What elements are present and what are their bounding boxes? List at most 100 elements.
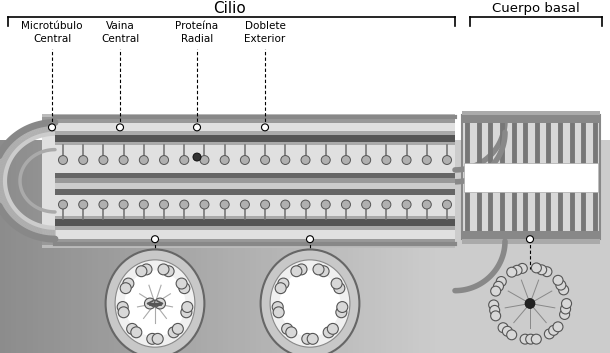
Ellipse shape xyxy=(115,260,195,347)
Circle shape xyxy=(278,278,289,289)
Circle shape xyxy=(262,124,268,131)
Polygon shape xyxy=(4,208,15,216)
Polygon shape xyxy=(20,132,28,142)
Circle shape xyxy=(119,156,128,164)
Polygon shape xyxy=(4,147,14,155)
Bar xyxy=(250,140,257,353)
Circle shape xyxy=(160,156,168,164)
Circle shape xyxy=(321,156,330,164)
Polygon shape xyxy=(0,171,5,174)
Bar xyxy=(348,140,354,353)
Bar xyxy=(22,140,28,353)
Polygon shape xyxy=(41,227,46,238)
Bar xyxy=(55,183,455,189)
Polygon shape xyxy=(28,223,35,234)
Bar xyxy=(462,115,600,124)
Polygon shape xyxy=(0,196,9,202)
Polygon shape xyxy=(0,181,5,184)
Text: Doblete
Exterior: Doblete Exterior xyxy=(245,22,285,44)
Circle shape xyxy=(321,200,330,209)
Polygon shape xyxy=(7,210,17,219)
Polygon shape xyxy=(16,134,26,144)
Bar xyxy=(42,120,455,239)
Polygon shape xyxy=(35,226,41,237)
Circle shape xyxy=(282,323,293,334)
Bar xyxy=(245,140,251,353)
Bar xyxy=(353,140,360,353)
Circle shape xyxy=(562,299,572,309)
Circle shape xyxy=(561,304,570,314)
Polygon shape xyxy=(35,125,41,136)
Bar xyxy=(185,140,192,353)
Polygon shape xyxy=(0,157,10,163)
Circle shape xyxy=(531,263,542,273)
Bar xyxy=(179,140,186,353)
Bar xyxy=(55,220,455,226)
Bar xyxy=(0,140,7,353)
Circle shape xyxy=(520,334,530,344)
Polygon shape xyxy=(18,219,27,229)
Circle shape xyxy=(526,236,534,243)
Bar xyxy=(386,140,392,353)
Circle shape xyxy=(337,301,348,312)
Circle shape xyxy=(559,310,570,319)
Circle shape xyxy=(182,301,193,312)
Circle shape xyxy=(176,278,187,289)
Polygon shape xyxy=(51,228,54,239)
Bar xyxy=(359,140,365,353)
Polygon shape xyxy=(4,207,14,215)
Polygon shape xyxy=(43,227,47,238)
Circle shape xyxy=(136,266,147,277)
Bar xyxy=(326,140,332,353)
Bar xyxy=(109,140,115,353)
Polygon shape xyxy=(21,131,29,141)
Circle shape xyxy=(301,156,310,164)
Bar xyxy=(392,140,398,353)
Circle shape xyxy=(291,266,302,277)
Circle shape xyxy=(119,200,128,209)
Circle shape xyxy=(158,264,169,275)
Circle shape xyxy=(260,200,270,209)
Circle shape xyxy=(302,333,313,344)
Polygon shape xyxy=(0,187,5,191)
Bar xyxy=(114,140,121,353)
Bar xyxy=(201,140,207,353)
Bar xyxy=(142,140,148,353)
Bar xyxy=(98,140,104,353)
Circle shape xyxy=(553,275,563,285)
Bar xyxy=(190,140,197,353)
Bar xyxy=(55,142,455,145)
Circle shape xyxy=(512,265,522,275)
Polygon shape xyxy=(0,186,5,189)
Bar xyxy=(429,140,436,353)
Bar xyxy=(299,140,306,353)
Circle shape xyxy=(489,300,499,310)
Circle shape xyxy=(318,266,329,277)
Bar xyxy=(462,110,600,115)
Polygon shape xyxy=(40,124,44,135)
Circle shape xyxy=(490,311,501,321)
Bar xyxy=(55,189,455,195)
Circle shape xyxy=(79,200,88,209)
Circle shape xyxy=(180,156,188,164)
Bar xyxy=(288,140,295,353)
Polygon shape xyxy=(0,178,5,180)
Bar xyxy=(462,231,600,239)
Bar xyxy=(55,178,455,183)
Bar xyxy=(76,140,82,353)
Polygon shape xyxy=(27,223,34,233)
Circle shape xyxy=(273,307,284,318)
Polygon shape xyxy=(15,135,24,145)
Bar xyxy=(207,140,213,353)
Polygon shape xyxy=(32,126,38,137)
Circle shape xyxy=(151,236,159,243)
Bar xyxy=(42,245,455,248)
Bar xyxy=(5,140,12,353)
Bar xyxy=(0,4,610,140)
Polygon shape xyxy=(0,155,10,161)
Circle shape xyxy=(382,200,391,209)
Polygon shape xyxy=(4,145,15,154)
Circle shape xyxy=(281,156,290,164)
Polygon shape xyxy=(25,222,32,233)
Polygon shape xyxy=(47,123,50,134)
